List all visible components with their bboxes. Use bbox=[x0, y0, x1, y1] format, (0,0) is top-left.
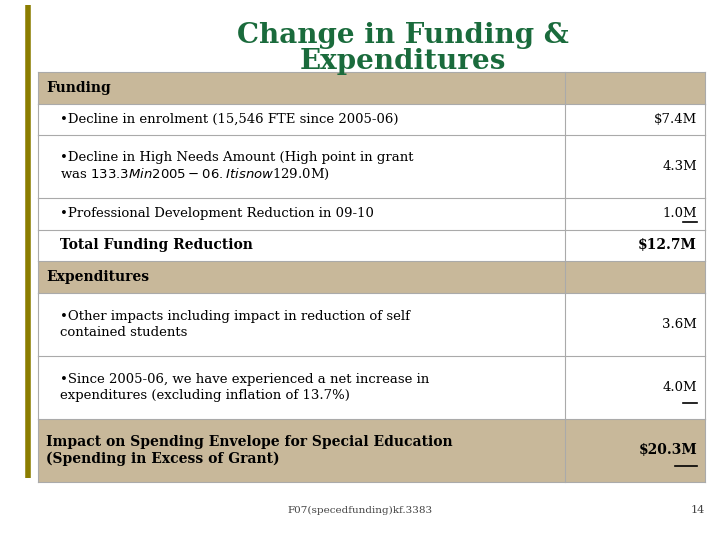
Text: 3.6M: 3.6M bbox=[662, 318, 697, 331]
Text: $12.7M: $12.7M bbox=[638, 239, 697, 253]
Text: •Decline in High Needs Amount (High point in grant
was $133.3M in 2005-06.  It i: •Decline in High Needs Amount (High poin… bbox=[60, 151, 413, 183]
Text: 4.3M: 4.3M bbox=[662, 160, 697, 173]
Bar bbox=[38, 419, 705, 482]
Text: Funding: Funding bbox=[46, 81, 111, 94]
Text: •Since 2005-06, we have experienced a net increase in
expenditures (excluding in: •Since 2005-06, we have experienced a ne… bbox=[60, 373, 429, 402]
Text: •Decline in enrolment (15,546 FTE since 2005-06): •Decline in enrolment (15,546 FTE since … bbox=[60, 113, 398, 126]
Text: •Professional Development Reduction in 09-10: •Professional Development Reduction in 0… bbox=[60, 207, 374, 220]
Text: F07(specedfunding)kf.3383: F07(specedfunding)kf.3383 bbox=[287, 505, 433, 515]
Text: Expenditures: Expenditures bbox=[46, 270, 149, 284]
Bar bbox=[38, 356, 705, 419]
Bar bbox=[38, 261, 705, 293]
Bar bbox=[38, 104, 705, 135]
Text: Expenditures: Expenditures bbox=[300, 48, 506, 75]
Bar bbox=[38, 72, 705, 104]
Text: $20.3M: $20.3M bbox=[638, 443, 697, 457]
Bar bbox=[38, 135, 705, 198]
Text: 4.0M: 4.0M bbox=[662, 381, 697, 394]
Text: Impact on Spending Envelope for Special Education
(Spending in Excess of Grant): Impact on Spending Envelope for Special … bbox=[46, 435, 453, 467]
Text: 14: 14 bbox=[690, 505, 705, 515]
Text: Total Funding Reduction: Total Funding Reduction bbox=[60, 239, 253, 253]
Text: Change in Funding &: Change in Funding & bbox=[238, 22, 569, 49]
Bar bbox=[38, 293, 705, 356]
Bar bbox=[38, 198, 705, 230]
Text: $7.4M: $7.4M bbox=[654, 113, 697, 126]
Bar bbox=[38, 230, 705, 261]
Text: •Other impacts including impact in reduction of self
contained students: •Other impacts including impact in reduc… bbox=[60, 310, 410, 339]
Text: 1.0M: 1.0M bbox=[662, 207, 697, 220]
